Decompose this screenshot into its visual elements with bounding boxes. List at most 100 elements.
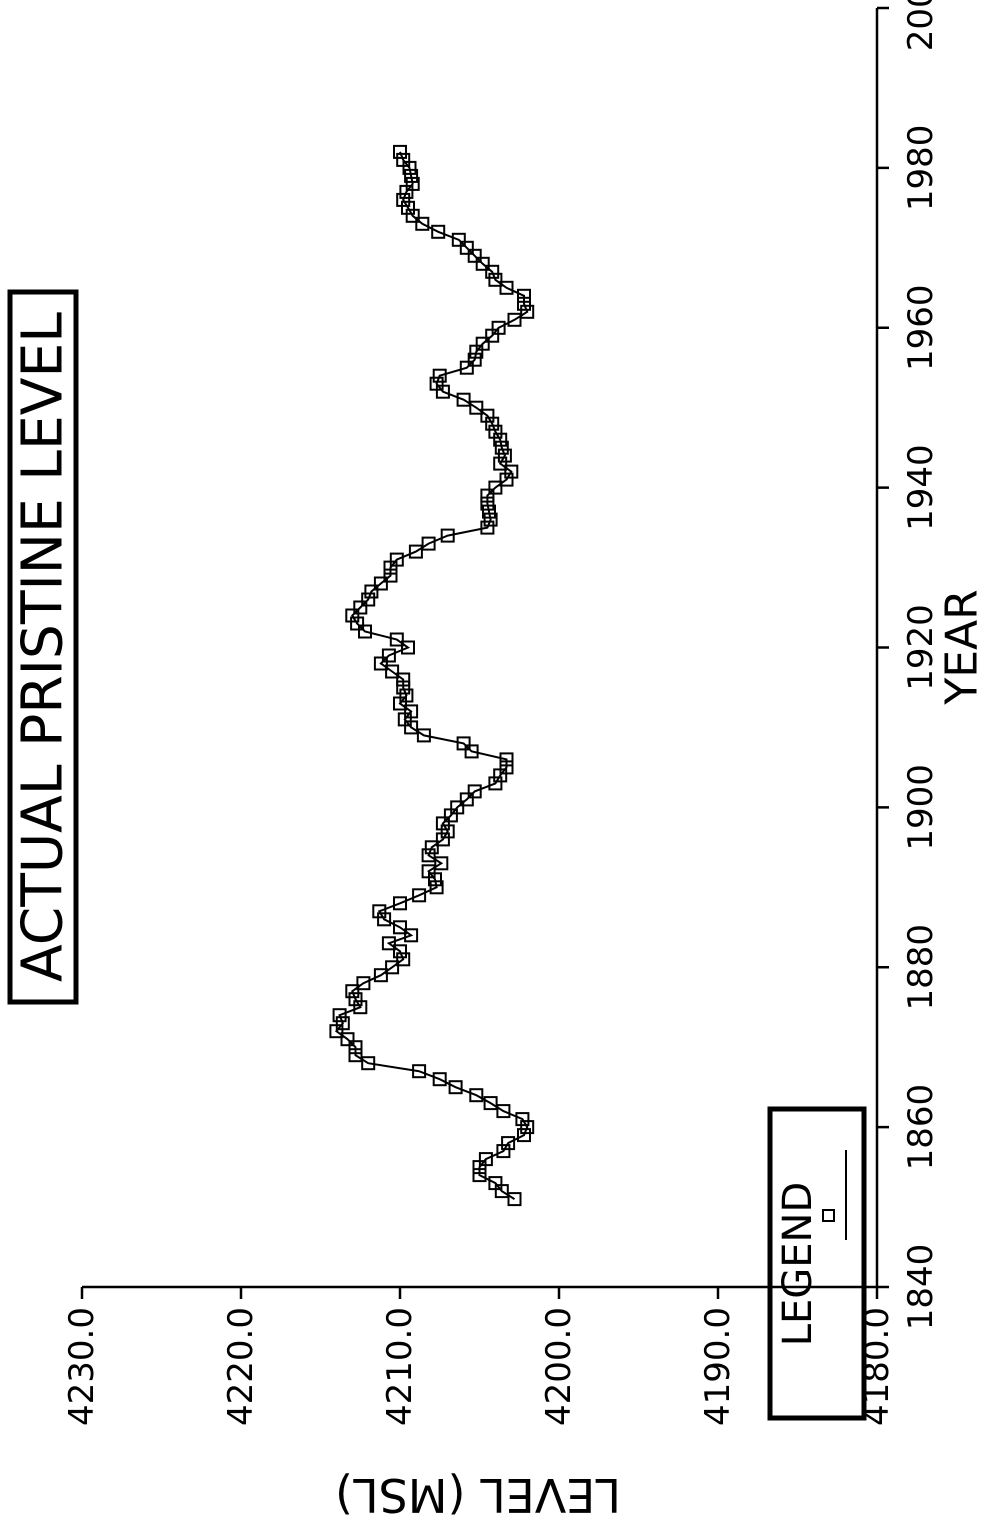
data-point — [499, 752, 514, 767]
data-point — [517, 1128, 531, 1143]
data-point — [396, 672, 411, 687]
data-point — [485, 416, 500, 431]
data-point — [401, 640, 415, 655]
data-point — [483, 1096, 498, 1111]
data-point — [456, 736, 471, 751]
year-tick-label: 1940 — [901, 444, 941, 531]
data-point — [405, 208, 420, 223]
data-point — [396, 152, 411, 167]
data-point — [480, 496, 495, 511]
y-axis-title: LEVEL (MSL) — [335, 1468, 621, 1522]
data-point — [408, 544, 423, 559]
data-point — [353, 1000, 368, 1015]
series-line — [334, 151, 529, 1200]
data-point — [385, 664, 400, 679]
data-point — [385, 960, 400, 975]
data-point — [415, 216, 430, 231]
level-tick-label: 4190.0 — [698, 1307, 738, 1426]
data-point — [467, 352, 482, 367]
data-point — [356, 976, 371, 991]
data-point — [491, 320, 506, 335]
data-point — [416, 728, 431, 743]
data-point — [350, 616, 365, 631]
data-point — [348, 992, 363, 1007]
data-point — [520, 304, 535, 319]
data-point — [332, 1008, 347, 1023]
data-point — [389, 632, 404, 647]
data-point — [404, 928, 419, 943]
data-point — [393, 144, 407, 159]
data-point — [478, 1152, 493, 1167]
data-point — [450, 800, 465, 815]
data-point — [469, 400, 484, 415]
data-point — [373, 656, 388, 671]
year-tick-label: 1900 — [901, 764, 941, 851]
year-tick-label: 1960 — [901, 284, 941, 371]
data-point — [405, 176, 420, 191]
series-layer — [329, 144, 535, 1207]
axes — [80, 6, 889, 1299]
data-point — [499, 280, 514, 295]
data-point — [448, 1080, 463, 1095]
data-point — [373, 968, 388, 983]
data-point — [499, 760, 514, 775]
data-point — [429, 880, 444, 895]
chart-title: ACTUAL PRISTINE LEVEL — [11, 312, 76, 982]
data-point — [404, 168, 419, 183]
data-point — [434, 856, 449, 871]
data-point — [372, 904, 387, 919]
data-point — [361, 592, 376, 607]
data-point — [501, 1136, 516, 1151]
data-point — [480, 520, 495, 535]
data-point — [459, 792, 474, 807]
data-point — [381, 936, 396, 951]
data-point — [421, 536, 436, 551]
data-point — [480, 408, 495, 423]
level-tick-label: 4210.0 — [380, 1307, 420, 1426]
data-point — [459, 240, 474, 255]
data-point — [499, 472, 514, 487]
data-point — [485, 264, 500, 279]
data-point — [480, 488, 495, 503]
data-point — [345, 608, 360, 623]
data-point — [459, 360, 474, 375]
data-point — [431, 224, 446, 239]
data-point — [507, 1192, 522, 1207]
data-point — [401, 200, 415, 215]
data-point — [412, 888, 427, 903]
data-point — [424, 840, 439, 855]
data-point — [507, 312, 522, 327]
data-point — [488, 776, 503, 791]
data-point — [421, 864, 436, 879]
year-tick-label: 1840 — [901, 1244, 941, 1331]
year-tick-label: 1880 — [901, 924, 941, 1011]
data-point — [467, 248, 482, 263]
data-point — [383, 568, 398, 583]
data-point — [348, 1040, 363, 1055]
data-point — [412, 1064, 427, 1079]
data-point — [467, 784, 482, 799]
data-point — [435, 816, 450, 831]
data-point — [517, 288, 531, 303]
data-point — [429, 376, 444, 391]
title-frame — [7, 289, 79, 1005]
data-point — [432, 368, 447, 383]
level-tick-label: 4220.0 — [221, 1307, 261, 1426]
data-point — [335, 1016, 350, 1031]
level-tick-label: 4200.0 — [539, 1307, 579, 1426]
data-point — [483, 512, 498, 527]
data-point — [373, 576, 388, 591]
data-point — [488, 424, 503, 439]
year-tick-label: 2000 — [901, 0, 941, 51]
data-point — [472, 1168, 487, 1183]
data-point — [345, 984, 360, 999]
year-tick-label: 1920 — [901, 604, 941, 691]
data-point — [451, 232, 466, 247]
data-point — [421, 848, 436, 863]
data-point — [353, 600, 368, 615]
data-point — [475, 256, 490, 271]
level-tick-label: 4230.0 — [62, 1307, 102, 1426]
data-point — [348, 1048, 363, 1063]
data-point — [340, 1032, 355, 1047]
